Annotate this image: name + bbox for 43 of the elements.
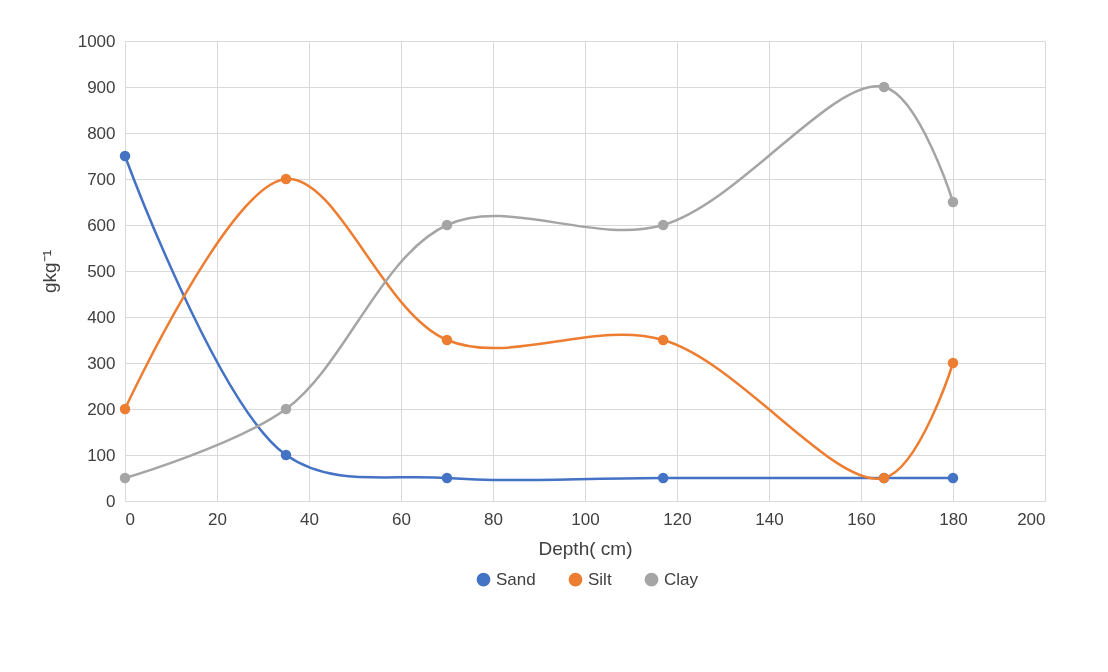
x-tick-label: 140 bbox=[755, 509, 784, 529]
x-tick-label: 180 bbox=[939, 509, 968, 529]
point bbox=[441, 334, 453, 346]
x-tick-label: 160 bbox=[847, 509, 876, 529]
legend-label: Sand bbox=[496, 569, 536, 589]
point bbox=[657, 334, 669, 346]
y-tick-label: 100 bbox=[87, 445, 116, 465]
x-tick-label: 40 bbox=[300, 509, 319, 529]
x-tick-label: 200 bbox=[1017, 509, 1046, 529]
point bbox=[947, 472, 959, 484]
y-tick-label: 300 bbox=[87, 353, 116, 373]
point bbox=[947, 196, 959, 208]
point bbox=[657, 219, 669, 231]
x-axis-title: Depth( cm) bbox=[538, 537, 633, 559]
point bbox=[280, 403, 292, 415]
legend-label: Clay bbox=[664, 569, 699, 589]
y-tick-label: 900 bbox=[87, 77, 116, 97]
point bbox=[878, 81, 890, 93]
y-tick-label: 500 bbox=[87, 261, 116, 281]
x-tick-label: 20 bbox=[208, 509, 227, 529]
y-tick-label: 200 bbox=[87, 399, 116, 419]
point bbox=[441, 219, 453, 231]
point bbox=[119, 472, 131, 484]
point bbox=[947, 357, 959, 369]
y-tick-label: 400 bbox=[87, 307, 116, 327]
y-tick-label: 600 bbox=[87, 215, 116, 235]
point bbox=[280, 173, 292, 185]
x-tick-label: 120 bbox=[663, 509, 692, 529]
point bbox=[280, 449, 292, 461]
point bbox=[119, 150, 131, 162]
x-tick-label: 80 bbox=[484, 509, 503, 529]
y-tick-label: 800 bbox=[87, 123, 116, 143]
point bbox=[441, 472, 453, 484]
y-axis-title: gkg⁻¹ bbox=[38, 250, 60, 293]
x-tick-label: 60 bbox=[392, 509, 411, 529]
x-tick-label: 0 bbox=[125, 509, 135, 529]
y-tick-label: 1000 bbox=[77, 31, 116, 51]
legend-label: Silt bbox=[588, 569, 612, 589]
point bbox=[119, 403, 131, 415]
point bbox=[657, 472, 669, 484]
y-tick-label: 0 bbox=[106, 491, 116, 511]
y-tick-label: 700 bbox=[87, 169, 116, 189]
x-tick-label: 100 bbox=[571, 509, 600, 529]
